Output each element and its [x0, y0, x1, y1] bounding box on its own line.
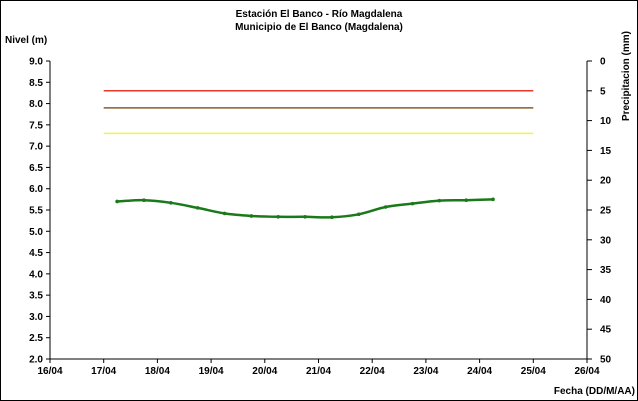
data-point — [410, 201, 415, 206]
data-point — [437, 198, 442, 203]
data-point — [330, 215, 334, 220]
y-tick-label: 9.0 — [29, 57, 43, 68]
x-tick-label: 26/04 — [574, 366, 599, 377]
y-tick-label: 5.5 — [29, 206, 43, 217]
data-point — [195, 206, 200, 210]
x-tick-label: 25/04 — [521, 366, 546, 377]
x-tick-label: 17/04 — [91, 366, 116, 377]
data-point — [356, 212, 361, 217]
y-tick-label: 8.5 — [29, 78, 43, 89]
y-tick-label: 3.5 — [29, 291, 43, 302]
y2-tick-label: 10 — [600, 116, 612, 127]
data-point — [142, 198, 146, 203]
data-point — [115, 199, 119, 204]
y2-tick-label: 20 — [600, 176, 612, 187]
plot-area: 2.0 2.5 3.0 3.5 4.0 4.5 5.0 5.5 6.0 6.5 7.0 7.5 8.0 8… — [29, 57, 611, 378]
y-tick-label: 7.0 — [29, 142, 43, 153]
y2-tick-label: 25 — [600, 206, 612, 217]
x-tick-label: 20/04 — [252, 366, 277, 377]
y-tick-label: 3.0 — [29, 312, 43, 323]
x-axis-title: Fecha (DD/M/AA) — [554, 386, 635, 397]
x-tick-label: 23/04 — [413, 366, 438, 377]
chart-subtitle: Municipio de El Banco (Magdalena) — [235, 22, 403, 33]
y2-tick-label: 15 — [600, 146, 612, 157]
y-tick-label: 7.5 — [29, 120, 43, 131]
y2-tick-label: 35 — [600, 265, 612, 276]
x-tick-label: 16/04 — [37, 366, 62, 377]
y-tick-label: 5.0 — [29, 227, 43, 238]
data-point — [276, 215, 281, 219]
data-point — [491, 197, 495, 202]
y2-tick-label: 40 — [600, 295, 612, 306]
x-tick-label: 24/04 — [467, 366, 492, 377]
y-tick-label: 2.5 — [29, 333, 43, 344]
y-tick-label: 4.5 — [29, 248, 43, 259]
data-point — [464, 198, 468, 203]
y2-tick-label: 0 — [600, 57, 606, 68]
x-tick-label: 19/04 — [199, 366, 224, 377]
y2-tick-label: 45 — [600, 325, 612, 336]
y-tick-label: 8.0 — [29, 99, 43, 110]
y2-tick-label: 5 — [600, 86, 606, 97]
y2-axis-title: Precipitacion (mm) — [621, 31, 632, 121]
x-tick-label: 18/04 — [145, 366, 170, 377]
y2-tick-label: 50 — [600, 355, 612, 366]
data-point — [249, 214, 254, 218]
x-tick-label: 22/04 — [360, 366, 385, 377]
y-tick-label: 2.0 — [29, 355, 43, 366]
series-line — [117, 198, 494, 219]
chart-title: Estación El Banco - Río Magdalena — [236, 9, 403, 20]
y2-tick-label: 30 — [600, 235, 612, 246]
data-point — [222, 211, 227, 216]
data-point — [303, 215, 307, 219]
y-tick-label: 4.0 — [29, 269, 43, 280]
x-tick-label: 21/04 — [306, 366, 331, 377]
y-tick-label: 6.0 — [29, 184, 43, 195]
data-point — [383, 205, 388, 209]
data-point — [169, 200, 173, 205]
y-tick-label: 6.5 — [29, 163, 43, 174]
y-axis-title: Nivel (m) — [5, 35, 47, 46]
